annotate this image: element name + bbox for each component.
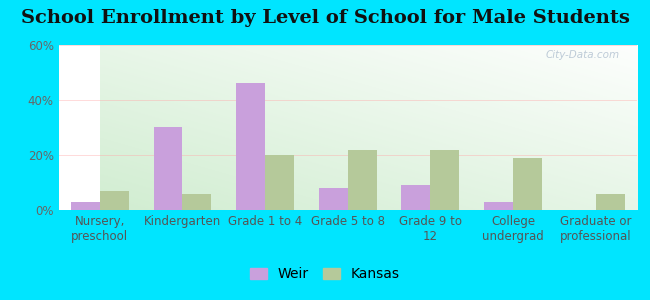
Bar (402, 185, 430, 210)
Bar (430, 149, 460, 210)
Bar (100, 191, 129, 210)
Bar (318, 188, 348, 210)
Text: School Enrollment by Level of School for Male Students: School Enrollment by Level of School for… (21, 9, 629, 27)
Legend: Weir, Kansas: Weir, Kansas (244, 262, 406, 287)
Bar (595, 194, 625, 210)
Bar (183, 194, 211, 210)
Bar (513, 158, 542, 210)
Bar (236, 83, 265, 210)
Bar (265, 155, 294, 210)
Bar (484, 202, 513, 210)
Text: City-Data.com: City-Data.com (545, 50, 619, 60)
Bar (348, 149, 377, 210)
Bar (71, 202, 100, 210)
Bar (153, 128, 183, 210)
